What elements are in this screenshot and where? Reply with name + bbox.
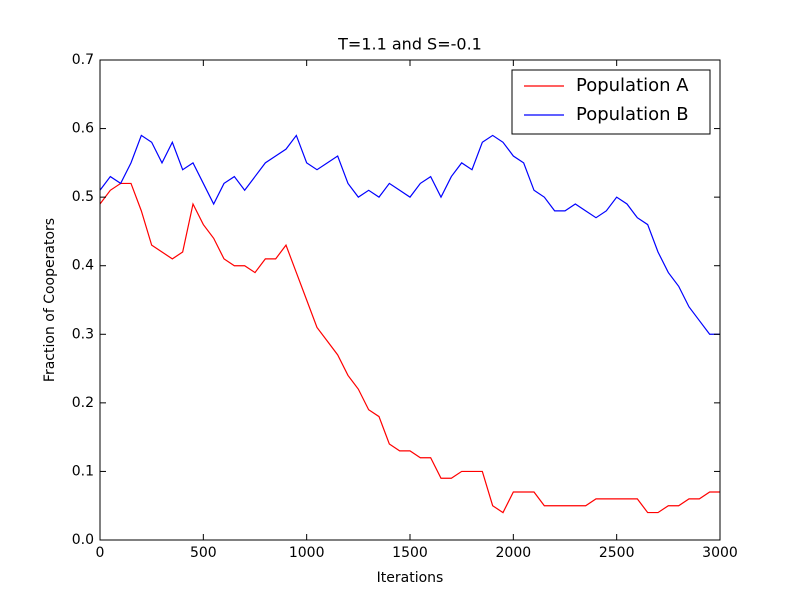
y-axis-label: Fraction of Cooperators [42,218,58,382]
y-tick-label: 0.1 [72,463,94,479]
x-tick-label: 1000 [289,545,325,561]
y-tick-label: 0.0 [72,532,94,548]
y-tick-label: 0.4 [72,258,94,274]
data-line [99,182,720,514]
y-tick-label: 0.3 [72,326,94,342]
y-tick-label: 0.7 [72,52,94,68]
x-tick-label: 1500 [392,545,428,561]
chart-title: T=1.1 and S=-0.1 [337,35,482,54]
x-tick-label: 0 [96,545,105,561]
x-axis-label: Iterations [377,570,444,586]
legend-label: Population B [576,104,689,125]
legend-box [511,69,711,135]
x-tick-label: 500 [190,545,217,561]
y-tick-label: 0.6 [72,121,94,137]
y-tick-label: 0.5 [72,189,94,205]
data-line [99,134,720,335]
legend-label: Population A [576,75,689,96]
x-tick-label: 3000 [702,545,738,561]
y-tick-label: 0.2 [72,395,94,411]
x-tick-label: 2500 [599,545,635,561]
x-tick-label: 2000 [496,545,532,561]
